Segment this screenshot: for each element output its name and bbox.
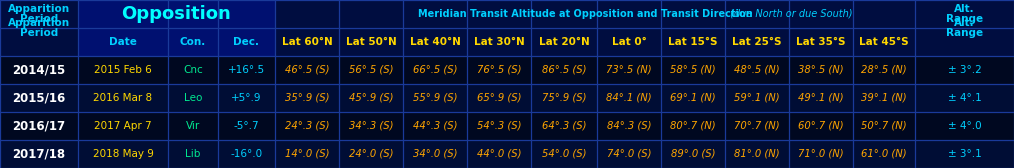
Text: 64°.3 (S): 64°.3 (S) <box>541 121 586 131</box>
Text: 65°.9 (S): 65°.9 (S) <box>477 93 521 103</box>
Text: 2017 Apr 7: 2017 Apr 7 <box>94 121 152 131</box>
Text: 66°.5 (S): 66°.5 (S) <box>413 65 457 75</box>
Text: ± 4°.1: ± 4°.1 <box>948 93 982 103</box>
Text: 50°.7 (N): 50°.7 (N) <box>861 121 907 131</box>
Bar <box>78 0 275 28</box>
Text: 24°.0 (S): 24°.0 (S) <box>349 149 393 159</box>
Text: Range: Range <box>946 14 983 24</box>
Text: Lat 35°S: Lat 35°S <box>796 37 846 47</box>
Text: 2017/18: 2017/18 <box>12 148 66 160</box>
Text: 89°.0 (S): 89°.0 (S) <box>670 149 715 159</box>
Text: 34°.0 (S): 34°.0 (S) <box>413 149 457 159</box>
Text: (due North or due South): (due North or due South) <box>727 9 853 19</box>
Text: ± 4°.0: ± 4°.0 <box>948 121 982 131</box>
Text: Lat 15°S: Lat 15°S <box>668 37 718 47</box>
Text: Dec.: Dec. <box>233 37 260 47</box>
Text: ± 3°.1: ± 3°.1 <box>948 149 982 159</box>
Text: Lat 60°N: Lat 60°N <box>282 37 333 47</box>
Bar <box>0 0 1014 28</box>
Text: 86°.5 (S): 86°.5 (S) <box>541 65 586 75</box>
Text: 2016 Mar 8: 2016 Mar 8 <box>93 93 152 103</box>
Text: Lat 45°S: Lat 45°S <box>859 37 909 47</box>
Text: Apparition: Apparition <box>8 4 70 14</box>
Text: 49°.1 (N): 49°.1 (N) <box>798 93 844 103</box>
Text: 60°.7 (N): 60°.7 (N) <box>798 121 844 131</box>
Text: Lat 25°S: Lat 25°S <box>732 37 782 47</box>
Text: 80°.7 (N): 80°.7 (N) <box>670 121 716 131</box>
Text: Apparition: Apparition <box>8 18 70 28</box>
Text: 70°.7 (N): 70°.7 (N) <box>734 121 780 131</box>
Text: 58°.5 (N): 58°.5 (N) <box>670 65 716 75</box>
Text: Leo: Leo <box>184 93 202 103</box>
Bar <box>0 84 1014 112</box>
Bar <box>0 56 1014 84</box>
Text: 39°.1 (N): 39°.1 (N) <box>861 93 907 103</box>
Text: Cnc: Cnc <box>184 65 203 75</box>
Text: Lat 20°N: Lat 20°N <box>538 37 589 47</box>
Text: 55°.9 (S): 55°.9 (S) <box>413 93 457 103</box>
Text: 34°.3 (S): 34°.3 (S) <box>349 121 393 131</box>
Text: Lat 30°N: Lat 30°N <box>474 37 524 47</box>
Text: Lat 50°N: Lat 50°N <box>346 37 396 47</box>
Text: 56°.5 (S): 56°.5 (S) <box>349 65 393 75</box>
Text: Meridian Transit Altitude at Opposition and Transit Direction: Meridian Transit Altitude at Opposition … <box>418 9 752 19</box>
Text: +5°.9: +5°.9 <box>231 93 262 103</box>
Text: 69°.1 (N): 69°.1 (N) <box>670 93 716 103</box>
Text: Range: Range <box>946 28 983 38</box>
Text: 84°.3 (S): 84°.3 (S) <box>606 121 651 131</box>
Text: 24°.3 (S): 24°.3 (S) <box>285 121 330 131</box>
Text: 2014/15: 2014/15 <box>12 64 66 76</box>
Text: 44°.0 (S): 44°.0 (S) <box>477 149 521 159</box>
Text: 2016/17: 2016/17 <box>12 119 66 133</box>
Text: Alt.: Alt. <box>954 18 974 28</box>
Text: Opposition: Opposition <box>122 5 231 23</box>
Text: -16°.0: -16°.0 <box>230 149 263 159</box>
Text: 2015 Feb 6: 2015 Feb 6 <box>94 65 152 75</box>
Text: Lat 40°N: Lat 40°N <box>410 37 460 47</box>
Text: Vir: Vir <box>186 121 200 131</box>
Text: 2015/16: 2015/16 <box>12 92 66 104</box>
Text: Lib: Lib <box>186 149 201 159</box>
Bar <box>0 140 1014 168</box>
Text: 61°.0 (N): 61°.0 (N) <box>861 149 907 159</box>
Text: 45°.9 (S): 45°.9 (S) <box>349 93 393 103</box>
Text: ± 3°.2: ± 3°.2 <box>948 65 982 75</box>
Text: 44°.3 (S): 44°.3 (S) <box>413 121 457 131</box>
Bar <box>0 112 1014 140</box>
Text: 48°.5 (N): 48°.5 (N) <box>734 65 780 75</box>
Text: 74°.0 (S): 74°.0 (S) <box>606 149 651 159</box>
Text: 84°.1 (N): 84°.1 (N) <box>606 93 652 103</box>
Bar <box>78 28 275 56</box>
Text: 59°.1 (N): 59°.1 (N) <box>734 93 780 103</box>
Text: Date: Date <box>110 37 137 47</box>
Text: 81°.0 (N): 81°.0 (N) <box>734 149 780 159</box>
Text: 54°.3 (S): 54°.3 (S) <box>477 121 521 131</box>
Text: 73°.5 (N): 73°.5 (N) <box>606 65 652 75</box>
Text: 76°.5 (S): 76°.5 (S) <box>477 65 521 75</box>
Text: 2018 May 9: 2018 May 9 <box>92 149 153 159</box>
Text: 75°.9 (S): 75°.9 (S) <box>541 93 586 103</box>
Text: Period: Period <box>20 28 58 38</box>
Text: 54°.0 (S): 54°.0 (S) <box>541 149 586 159</box>
Text: 71°.0 (N): 71°.0 (N) <box>798 149 844 159</box>
Text: +16°.5: +16°.5 <box>228 65 265 75</box>
Text: 38°.5 (N): 38°.5 (N) <box>798 65 844 75</box>
Text: Lat 0°: Lat 0° <box>611 37 646 47</box>
Text: Alt.: Alt. <box>954 4 974 14</box>
Text: -5°.7: -5°.7 <box>233 121 260 131</box>
Text: 35°.9 (S): 35°.9 (S) <box>285 93 330 103</box>
Bar <box>0 28 1014 56</box>
Text: 14°.0 (S): 14°.0 (S) <box>285 149 330 159</box>
Text: 46°.5 (S): 46°.5 (S) <box>285 65 330 75</box>
Text: Con.: Con. <box>179 37 206 47</box>
Text: 28°.5 (N): 28°.5 (N) <box>861 65 907 75</box>
Text: Period: Period <box>20 14 58 24</box>
